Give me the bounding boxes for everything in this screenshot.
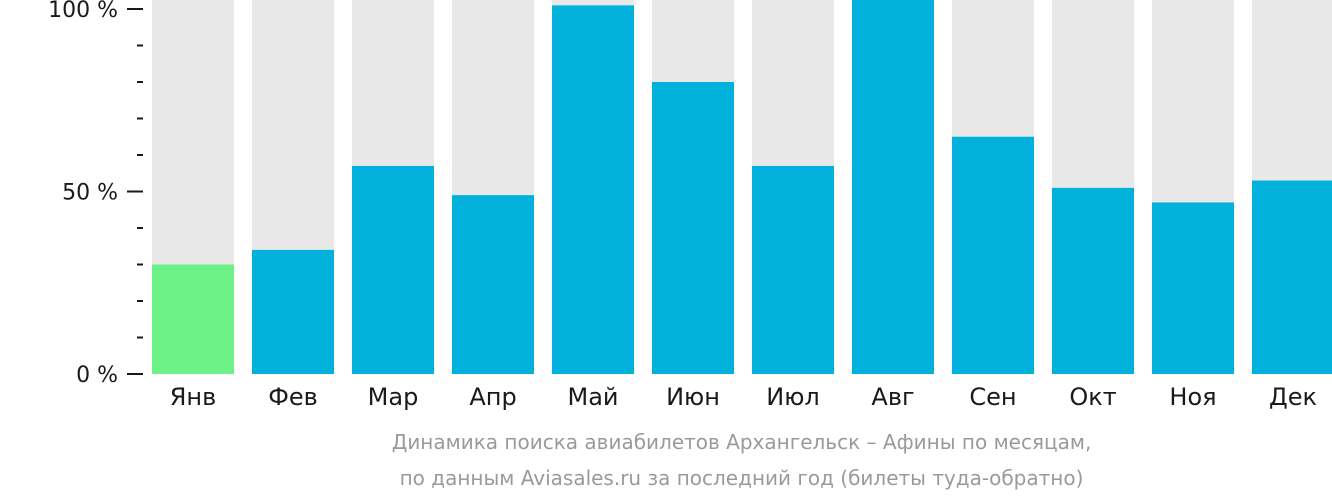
bar-Июл [752, 165, 834, 374]
x-tick-label: Фев [268, 383, 318, 411]
bar-Июн [652, 82, 734, 374]
x-tick-label: Дек [1269, 383, 1317, 411]
bar-Ноя [1152, 202, 1234, 374]
x-tick-label: Сен [969, 383, 1016, 411]
data-bars [152, 0, 1332, 374]
bar-Фев [252, 249, 334, 374]
y-tick-label: 100 % [48, 0, 118, 23]
x-tick-label: Июл [766, 383, 820, 411]
x-tick-label: Янв [170, 383, 217, 411]
bar-Янв [152, 264, 234, 374]
y-axis: 0 % 50 % 100 % [48, 0, 143, 388]
bar-Сен [952, 136, 1034, 374]
bar-Авг [852, 0, 934, 374]
x-tick-label: Апр [469, 383, 516, 411]
x-tick-label: Окт [1069, 383, 1116, 411]
bar-Дек [1252, 180, 1332, 374]
bar-chart: 0 % 50 % 100 % Янв Фев Мар Апр Май Июн Июл Авг Сен… [48, 0, 1332, 411]
y-tick-label: 0 % [76, 363, 118, 388]
x-tick-label: Май [567, 383, 618, 411]
x-tick-label: Июн [666, 383, 720, 411]
chart-caption-line-2: по данным Aviasales.ru за последний год … [399, 466, 1084, 490]
y-tick-label: 50 % [62, 181, 118, 206]
bar-Май [552, 5, 634, 374]
bar-Мар [352, 165, 434, 374]
x-tick-label: Авг [871, 383, 914, 411]
x-tick-label: Ноя [1169, 383, 1216, 411]
x-axis: Янв Фев Мар Апр Май Июн Июл Авг Сен Окт Ноя Дек [170, 383, 1317, 411]
bar-Окт [1052, 187, 1134, 374]
x-tick-label: Мар [368, 383, 419, 411]
bar-Апр [452, 195, 534, 374]
chart-caption-line-1: Динамика поиска авиабилетов Архангельск … [391, 430, 1092, 454]
